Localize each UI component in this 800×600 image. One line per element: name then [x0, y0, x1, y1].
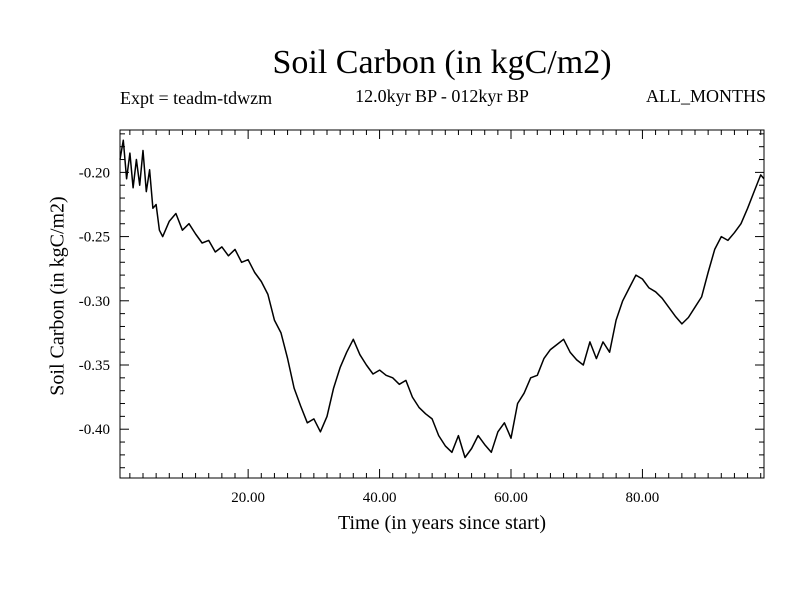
x-tick-label: 80.00	[626, 490, 660, 506]
y-tick-label: -0.40	[79, 422, 110, 438]
period-label: 12.0kyr BP - 012kyr BP	[355, 86, 529, 106]
series-group	[119, 139, 765, 459]
experiment-label: Expt = teadm-tdwzm	[120, 88, 273, 108]
x-tick-label: 60.00	[494, 490, 528, 506]
y-tick-label: -0.25	[79, 230, 110, 246]
x-tick-label: 20.00	[231, 490, 265, 506]
plot-frame	[119, 129, 765, 479]
y-tick-label: -0.35	[79, 358, 110, 374]
chart-title: Soil Carbon (in kgC/m2)	[272, 44, 612, 81]
y-tick-label: -0.30	[79, 294, 110, 310]
axis-tick-labels: 20.00 40.00 60.00 80.00 -0.20 -0.25 -0.30 -0.35…	[79, 165, 660, 506]
axis-ticks	[120, 130, 764, 478]
x-tick-label: 40.00	[363, 490, 397, 506]
series-line	[119, 139, 765, 459]
x-axis-label: Time (in years since start)	[337, 512, 547, 534]
y-axis-label: Soil Carbon (in kgC/m2)	[46, 196, 69, 396]
months-label: ALL_MONTHS	[646, 86, 766, 106]
y-tick-label: -0.20	[79, 165, 110, 181]
